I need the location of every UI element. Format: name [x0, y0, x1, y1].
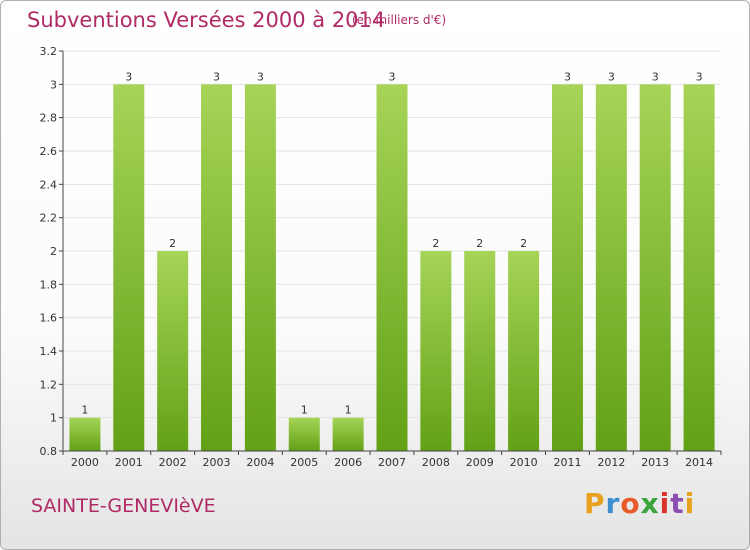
bar	[551, 84, 583, 451]
x-tick-label: 2009	[466, 456, 494, 469]
bars-group	[69, 84, 715, 451]
x-tick-label: 2008	[422, 456, 450, 469]
x-tick-label: 2014	[685, 456, 713, 469]
y-tick-label: 3	[50, 78, 57, 91]
x-tick-label: 2001	[115, 456, 143, 469]
y-tick-label: 2.8	[40, 112, 58, 125]
y-tick-label: 1.2	[40, 378, 58, 391]
bar	[683, 84, 715, 451]
bar	[376, 84, 408, 451]
y-tick-label: 2.6	[40, 145, 58, 158]
chart-unit-label: (en milliers d'€)	[352, 13, 447, 27]
bar	[201, 84, 233, 451]
x-tick-label: 2003	[203, 456, 231, 469]
logo-letter: P	[584, 487, 606, 520]
bar	[595, 84, 627, 451]
bar	[508, 251, 540, 451]
x-tick-label: 2004	[246, 456, 274, 469]
y-tick-label: 3.2	[40, 45, 58, 58]
data-label: 3	[389, 70, 396, 83]
logo-letter: i	[659, 487, 671, 520]
y-tick-label: 1.6	[40, 312, 58, 325]
y-tick-label: 2.2	[40, 212, 58, 225]
bar	[420, 251, 452, 451]
x-tick-label: 2010	[510, 456, 538, 469]
data-label: 2	[169, 237, 176, 250]
data-label: 3	[608, 70, 615, 83]
x-tick-label: 2002	[159, 456, 187, 469]
y-tick-label: 1.4	[40, 345, 58, 358]
logo-letter: t	[670, 487, 685, 520]
y-tick-label: 1	[50, 412, 57, 425]
data-label: 3	[213, 70, 220, 83]
x-tick-label: 2000	[71, 456, 99, 469]
data-label: 3	[125, 70, 132, 83]
logo-letter: x	[640, 487, 660, 520]
y-tick-label: 2.4	[40, 178, 58, 191]
data-label: 1	[301, 404, 308, 417]
bar	[464, 251, 496, 451]
chart-title: Subventions Versées 2000 à 2014	[27, 8, 386, 32]
bar	[69, 417, 101, 451]
y-tick-label: 2	[50, 245, 57, 258]
data-label: 3	[564, 70, 571, 83]
data-label: 2	[432, 237, 439, 250]
data-label: 3	[696, 70, 703, 83]
x-tick-label: 2011	[553, 456, 581, 469]
x-tick-label: 2012	[597, 456, 625, 469]
x-tick-label: 2006	[334, 456, 362, 469]
proxiti-logo: Proxiti	[584, 487, 695, 520]
data-label: 3	[652, 70, 659, 83]
data-label: 3	[257, 70, 264, 83]
data-label: 2	[476, 237, 483, 250]
bar	[113, 84, 145, 451]
y-tick-label: 1.8	[40, 278, 58, 291]
logo-letter: i	[684, 487, 696, 520]
bar	[332, 417, 364, 451]
commune-name: SAINTE-GENEVIèVE	[31, 495, 216, 517]
y-axis-ticks: 0.8 1 1.2 1.4 1.6 1.8 2 2.2 2.4 2.6 2.8 3 3.2	[40, 45, 63, 458]
x-axis-ticks: 2000 2001 2002 2003 2004 2005 2006 2007 2008 2009…	[62, 451, 722, 469]
logo-letter: r	[605, 487, 621, 520]
x-tick-label: 2013	[641, 456, 669, 469]
bar	[157, 251, 189, 451]
data-label: 1	[345, 404, 352, 417]
y-tick-label: 0.8	[40, 445, 58, 458]
data-label: 2	[520, 237, 527, 250]
bar	[244, 84, 276, 451]
x-tick-label: 2007	[378, 456, 406, 469]
logo-letter: o	[620, 487, 641, 520]
data-label: 1	[81, 404, 88, 417]
bar	[639, 84, 671, 451]
data-labels: 1 3 2 3 3 1 1 3 2 2 2 3 3 3 3	[81, 70, 702, 416]
bar	[288, 417, 320, 451]
x-tick-label: 2005	[290, 456, 318, 469]
